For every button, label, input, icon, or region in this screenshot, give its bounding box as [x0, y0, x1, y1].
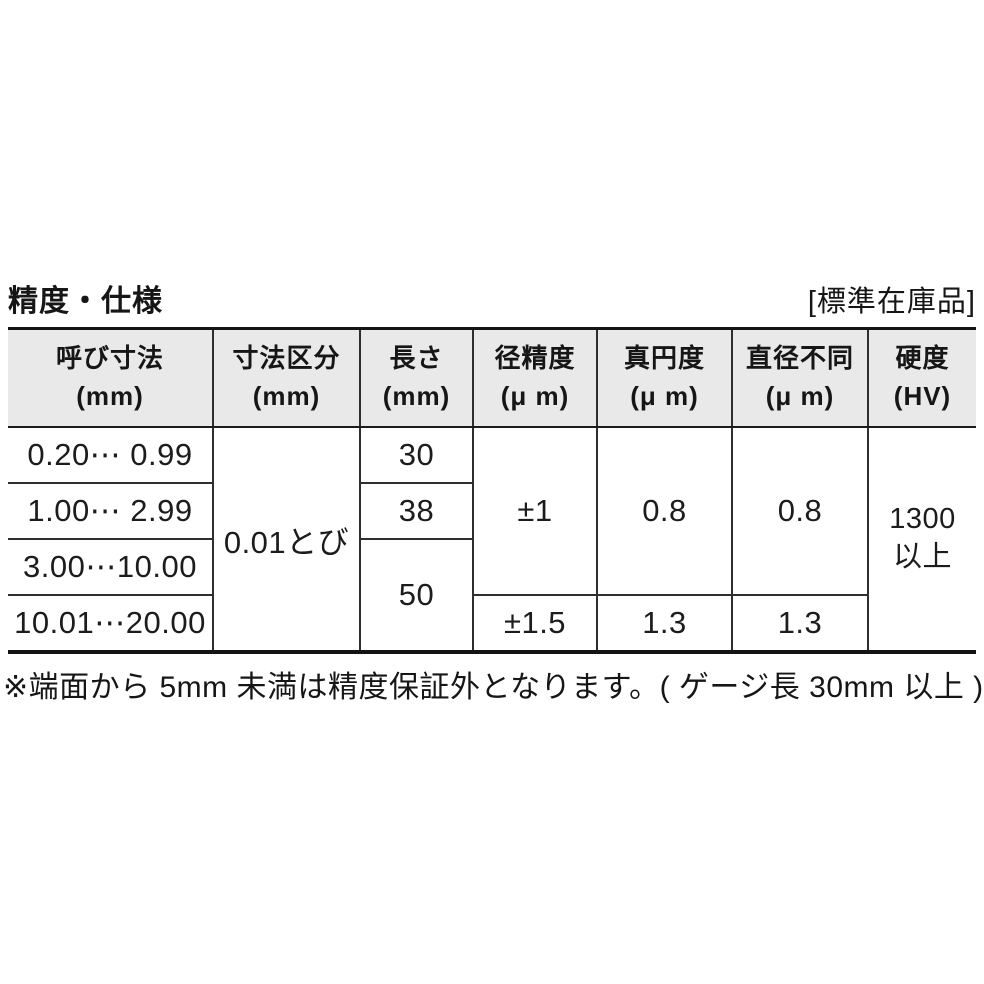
cell-diameter-accuracy-row4: ±1.5	[472, 594, 598, 653]
column-header-size-division: 寸法区分 (mm)	[212, 328, 361, 428]
column-header-hardness: 硬度 (HV)	[867, 328, 976, 428]
table-row: 0.20⋯ 0.99 0.01とび 30 ±1 0.8 0.8 1300以上	[8, 426, 976, 653]
cell-nominal-row1: 0.20⋯ 0.99	[8, 426, 214, 484]
cell-diameter-difference-rows1-3: 0.8	[731, 426, 869, 596]
cell-diameter-accuracy-rows1-3: ±1	[472, 426, 598, 596]
cell-hardness: 1300以上	[867, 426, 976, 653]
stock-label: [標準在庫品]	[807, 286, 976, 318]
cell-roundness-row4: 1.3	[596, 594, 733, 653]
title-row: 精度・仕様 [標準在庫品]	[8, 276, 976, 320]
column-header-length: 長さ (mm)	[359, 328, 474, 428]
cell-roundness-rows1-3: 0.8	[596, 426, 733, 596]
cell-nominal-row4: 10.01⋯20.00	[8, 594, 214, 653]
header-row: 呼び寸法 (mm) 寸法区分 (mm) 長さ (mm) 径精度 (μ m) 真円…	[8, 328, 976, 428]
footnote-text: ※端面から 5mm 未満は精度保証外となります。( ゲージ長 30mm 以上 )	[3, 671, 984, 704]
page-title: 精度・仕様	[8, 285, 163, 318]
column-header-diameter-difference: 直径不同 (μ m)	[731, 328, 869, 428]
column-header-roundness: 真円度 (μ m)	[596, 328, 733, 428]
column-header-nominal-size: 呼び寸法 (mm)	[8, 328, 214, 428]
cell-diameter-difference-row4: 1.3	[731, 594, 869, 653]
column-header-diameter-accuracy: 径精度 (μ m)	[472, 328, 598, 428]
cell-length-row1: 30	[359, 426, 474, 484]
table-row: 10.01⋯20.00 ±1.5 1.3 1.3	[8, 594, 976, 653]
cell-length-rows3-4: 50	[359, 538, 474, 653]
spec-table: 呼び寸法 (mm) 寸法区分 (mm) 長さ (mm) 径精度 (μ m) 真円…	[8, 327, 976, 654]
table-row: 1.00⋯ 2.99 38	[8, 482, 976, 540]
table-row: 3.00⋯10.00 50	[8, 538, 976, 653]
cell-length-row2: 38	[359, 482, 474, 540]
cell-nominal-row2: 1.00⋯ 2.99	[8, 482, 214, 540]
cell-nominal-row3: 3.00⋯10.00	[8, 538, 214, 596]
cell-size-division: 0.01とび	[212, 426, 361, 653]
